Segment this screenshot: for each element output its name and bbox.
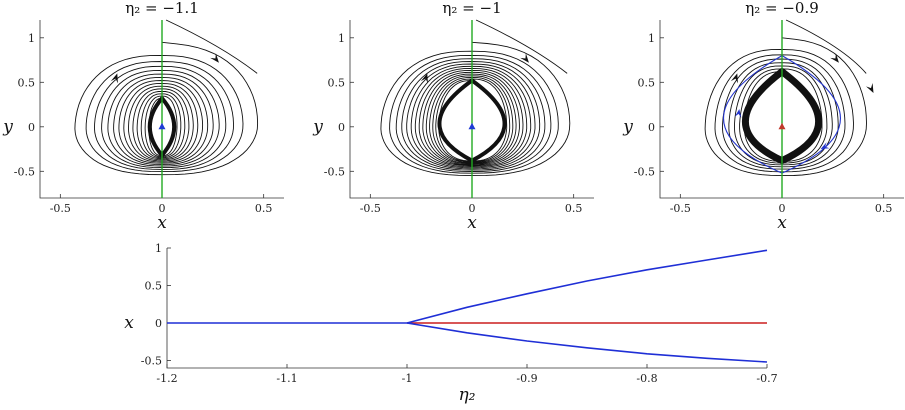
- bifurcation-diagram-panel: -1.2 -1.1 -1 -0.9 -0.8 -0.7 -0.5 0 0.5 1 η₂ x: [124, 242, 777, 405]
- phase-portrait-panel-3: -0.5 0 0.5 -0.5 0 0.5 1 η₂ = −0.9 x y: [622, 0, 904, 233]
- x-tick-label: -0.9: [516, 372, 537, 385]
- axis-lines: [349, 20, 594, 199]
- trajectory-spiral: [380, 41, 571, 177]
- x-axis-label: η₂: [459, 385, 476, 405]
- y-axis-label: y: [2, 117, 13, 137]
- trajectory-arrowhead: [520, 53, 529, 63]
- panel-title: η₂ = −0.9: [745, 0, 819, 17]
- x-tick-label: 0.5: [565, 202, 583, 215]
- y-tick-label: 0.5: [145, 280, 163, 293]
- axis-lines: [39, 20, 284, 199]
- trajectory-arrowhead: [865, 83, 874, 93]
- trajectory-arrowhead: [420, 73, 428, 84]
- x-axis-label: x: [777, 213, 787, 233]
- trajectory-arrowhead: [210, 53, 219, 63]
- y-tick-label: -0.5: [324, 165, 345, 178]
- equilibrium-marker: [468, 122, 476, 130]
- x-tick-label: -0.5: [50, 202, 71, 215]
- y-tick-label: 1: [648, 32, 655, 45]
- x-axis-label: x: [157, 213, 167, 233]
- equilibrium-marker: [778, 122, 786, 130]
- x-tick-label: -0.5: [670, 202, 691, 215]
- x-axis-label: x: [467, 213, 477, 233]
- x-tick-label: -1: [402, 372, 413, 385]
- x-tick-label: 0.5: [875, 202, 893, 215]
- x-tick-label: -0.5: [360, 202, 381, 215]
- y-tick-label: 0: [648, 121, 655, 134]
- trajectory-tail: [785, 19, 867, 74]
- y-tick-label: 1: [155, 242, 162, 255]
- trajectory-arrowhead: [734, 109, 742, 118]
- y-axis-label: x: [124, 313, 134, 333]
- trajectory-arrowhead: [830, 53, 839, 63]
- phase-portrait-panel-1: -0.5 0 0.5 -0.5 0 0.5 1 η₂ = −1.1 x y: [2, 0, 284, 233]
- x-tick-label: -0.8: [636, 372, 657, 385]
- bifurcation-branch-4: [406, 322, 768, 363]
- y-tick-label: 0.5: [18, 76, 36, 89]
- trajectory-tail: [165, 19, 258, 74]
- x-tick-label: -1.1: [276, 372, 297, 385]
- x-tick-label: 0: [779, 202, 786, 215]
- y-tick-label: 0: [338, 121, 345, 134]
- trajectory-arrowhead: [730, 73, 738, 84]
- y-tick-label: -0.5: [634, 165, 655, 178]
- x-tick-label: 0: [469, 202, 476, 215]
- y-axis-label: y: [622, 117, 633, 137]
- y-tick-label: 0: [28, 121, 35, 134]
- trajectory-tail: [475, 19, 568, 74]
- x-tick-label: 0.5: [255, 202, 273, 215]
- y-tick-label: 1: [338, 32, 345, 45]
- phase-portrait-panel-2: -0.5 0 0.5 -0.5 0 0.5 1 η₂ = −1 x y: [312, 0, 594, 233]
- equilibrium-marker: [158, 122, 166, 130]
- y-tick-label: 1: [28, 32, 35, 45]
- y-tick-label: 0.5: [328, 76, 346, 89]
- y-tick-label: 0.5: [638, 76, 656, 89]
- x-tick-label: 0: [159, 202, 166, 215]
- y-tick-label: -0.5: [141, 355, 162, 368]
- trajectory-arrowhead: [820, 142, 830, 150]
- x-tick-label: -1.2: [156, 372, 177, 385]
- y-tick-label: 0: [155, 317, 162, 330]
- axis-lines: [659, 20, 904, 199]
- y-axis-label: y: [312, 117, 323, 137]
- x-tick-label: -0.7: [756, 372, 777, 385]
- trajectory-arrowhead: [110, 73, 118, 84]
- panel-title: η₂ = −1.1: [125, 0, 199, 17]
- trajectory-spiral: [74, 41, 259, 176]
- bifurcation-branch-3: [406, 249, 768, 324]
- panel-title: η₂ = −1: [442, 0, 501, 17]
- y-tick-label: -0.5: [14, 165, 35, 178]
